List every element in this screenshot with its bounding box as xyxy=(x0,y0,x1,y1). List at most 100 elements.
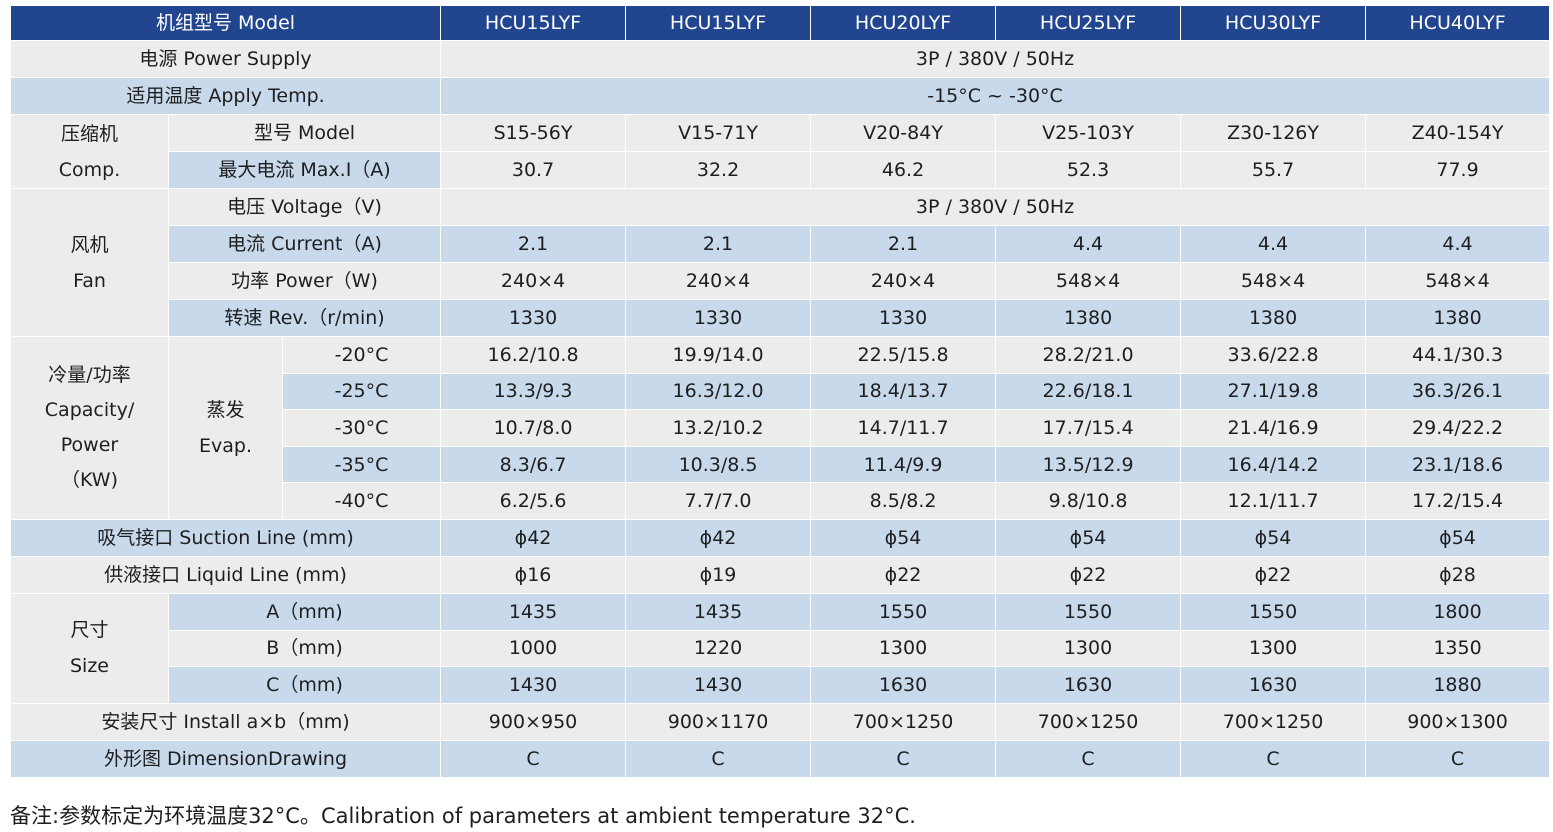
comp-group-en: Comp. xyxy=(58,158,121,181)
fan-rev-label: 转速 Rev.（r/min) xyxy=(167,299,442,337)
table-cell: 29.4/22.2 xyxy=(1365,409,1551,447)
table-cell: ϕ22 xyxy=(995,555,1182,594)
liquid-label: 供液接口 Liquid Line (mm) xyxy=(9,555,442,594)
table-cell: 12.1/11.7 xyxy=(1180,482,1367,520)
evap-temp: -30°C xyxy=(281,409,442,447)
evap-temp: -25°C xyxy=(281,372,442,411)
table-cell: 30.7 xyxy=(440,151,627,189)
table-cell: 700×1250 xyxy=(1180,702,1367,741)
suction-label: 吸气接口 Suction Line (mm) xyxy=(9,518,442,557)
table-cell: 14.7/11.7 xyxy=(810,409,997,447)
table-cell: 44.1/30.3 xyxy=(1365,336,1551,374)
table-cell: 13.5/12.9 xyxy=(995,445,1182,484)
apply-temp-label: 适用温度 Apply Temp. xyxy=(9,77,442,115)
comp-model-row: 压缩机 Comp. 型号 Model S15-56Y V15-71Y V20-8… xyxy=(10,114,1551,189)
table-cell: 17.2/15.4 xyxy=(1365,482,1551,520)
table-cell: ϕ19 xyxy=(625,555,812,594)
table-cell: 7.7/7.0 xyxy=(625,482,812,520)
table-cell: C xyxy=(810,739,997,778)
table-cell: 1380 xyxy=(1365,299,1551,337)
table-cell: 17.7/15.4 xyxy=(995,409,1182,447)
table-cell: 240×4 xyxy=(810,262,997,300)
table-cell: 548×4 xyxy=(995,262,1182,300)
table-cell: 33.6/22.8 xyxy=(1180,336,1367,374)
table-cell: 2.1 xyxy=(625,225,812,263)
table-cell: 1630 xyxy=(810,666,997,704)
table-cell: 1550 xyxy=(810,592,997,631)
table-cell: ϕ22 xyxy=(1180,555,1367,594)
table-cell: 8.5/8.2 xyxy=(810,482,997,520)
table-cell: 22.5/15.8 xyxy=(810,336,997,374)
table-cell: ϕ54 xyxy=(1180,518,1367,557)
fan-power-label: 功率 Power（W) xyxy=(167,262,442,300)
table-cell: 1430 xyxy=(625,666,812,704)
fan-group-cn: 风机 xyxy=(70,233,109,256)
table-cell: 700×1250 xyxy=(995,702,1182,741)
model-header-6: HCU40LYF xyxy=(1365,5,1551,41)
table-cell: ϕ54 xyxy=(995,518,1182,557)
table-cell: 240×4 xyxy=(440,262,627,300)
table-cell: C xyxy=(625,739,812,778)
table-cell: 4.4 xyxy=(1365,225,1551,263)
table-cell: 16.2/10.8 xyxy=(440,336,627,374)
capacity-row-40: -40°C 6.2/5.6 7.7/7.0 8.5/8.2 9.8/10.8 1… xyxy=(11,482,1551,520)
size-a-label: A（mm) xyxy=(167,592,442,631)
evap-cn: 蒸发 xyxy=(206,398,245,421)
table-cell: 1550 xyxy=(1180,592,1367,631)
table-cell: ϕ28 xyxy=(1365,555,1551,594)
table-cell: V25-103Y xyxy=(995,114,1182,152)
table-cell: 32.2 xyxy=(625,151,812,189)
capacity-group-cn: 冷量/功率 xyxy=(48,363,131,386)
table-cell: 10.3/8.5 xyxy=(625,445,812,484)
capacity-row-30: -30°C 10.7/8.0 13.2/10.2 14.7/11.7 17.7/… xyxy=(11,409,1551,447)
size-c-row: C（mm) 1430 1430 1630 1630 1630 1880 xyxy=(11,666,1551,704)
table-cell: 8.3/6.7 xyxy=(440,445,627,484)
size-group-cn: 尺寸 xyxy=(70,619,109,642)
table-cell: ϕ42 xyxy=(625,518,812,557)
evap-temp: -20°C xyxy=(281,336,442,374)
fan-power-row: 功率 Power（W) 240×4 240×4 240×4 548×4 548×… xyxy=(11,262,1551,300)
model-header-5: HCU30LYF xyxy=(1180,5,1367,41)
power-supply-label: 电源 Power Supply xyxy=(9,40,442,78)
table-cell: 700×1250 xyxy=(810,702,997,741)
size-b-label: B（mm) xyxy=(167,629,442,668)
table-cell: 16.3/12.0 xyxy=(625,372,812,411)
size-c-label: C（mm) xyxy=(167,666,442,704)
evap-label: 蒸发 Evap. xyxy=(168,336,283,520)
table-cell: 1220 xyxy=(625,629,812,668)
table-cell: 1000 xyxy=(440,629,627,668)
table-cell: 900×950 xyxy=(440,702,627,741)
table-cell: 23.1/18.6 xyxy=(1365,445,1551,484)
capacity-row-25: -25°C 13.3/9.3 16.3/12.0 18.4/13.7 22.6/… xyxy=(11,372,1551,411)
table-cell: 36.3/26.1 xyxy=(1365,372,1551,411)
install-row: 安装尺寸 Install a×b（mm) 900×950 900×1170 70… xyxy=(9,702,1551,741)
fan-voltage-label: 电压 Voltage（V) xyxy=(167,188,442,226)
table-cell: 1330 xyxy=(440,299,627,337)
model-header-label: 机组型号 Model xyxy=(9,5,442,41)
table-cell: 9.8/10.8 xyxy=(995,482,1182,520)
table-cell: 1430 xyxy=(440,666,627,704)
table-cell: 21.4/16.9 xyxy=(1180,409,1367,447)
table-cell: C xyxy=(1365,739,1551,778)
fan-voltage-row: 风机 Fan 电压 Voltage（V) 3P / 380V / 50Hz xyxy=(10,188,1551,337)
table-cell: 1630 xyxy=(1180,666,1367,704)
table-cell: 548×4 xyxy=(1180,262,1367,300)
table-cell: 22.6/18.1 xyxy=(995,372,1182,411)
footnote: 备注:参数标定为环境温度32°C。Calibration of paramete… xyxy=(10,804,916,828)
table-cell: 1800 xyxy=(1365,592,1551,631)
drawing-label: 外形图 DimensionDrawing xyxy=(9,739,442,778)
comp-current-row: 最大电流 Max.I（A) 30.7 32.2 46.2 52.3 55.7 7… xyxy=(11,151,1551,189)
table-cell: V15-71Y xyxy=(625,114,812,152)
table-cell: 4.4 xyxy=(995,225,1182,263)
model-header-4: HCU25LYF xyxy=(995,5,1182,41)
table-cell: 900×1300 xyxy=(1365,702,1551,741)
fan-rev-row: 转速 Rev.（r/min) 1330 1330 1330 1380 1380 … xyxy=(11,299,1551,337)
table-cell: 2.1 xyxy=(810,225,997,263)
table-cell: 13.3/9.3 xyxy=(440,372,627,411)
model-header-3: HCU20LYF xyxy=(810,5,997,41)
table-cell: 4.4 xyxy=(1180,225,1367,263)
capacity-group-en1: Capacity/ xyxy=(44,398,135,421)
table-cell: ϕ42 xyxy=(440,518,627,557)
table-cell: ϕ54 xyxy=(810,518,997,557)
table-cell: 1300 xyxy=(810,629,997,668)
